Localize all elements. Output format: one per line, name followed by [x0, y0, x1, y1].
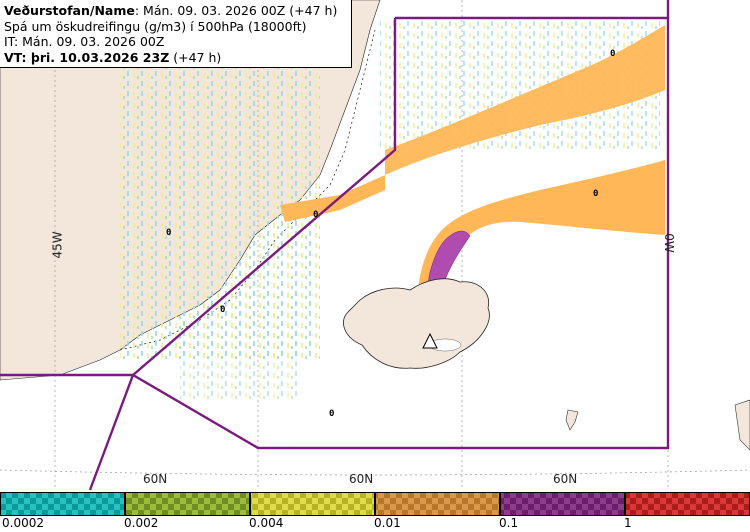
header-line-4: VT: þri. 10.03.2026 23Z (+47 h): [4, 49, 222, 65]
ash-plume-north-band: [385, 25, 665, 175]
header-line-2: Spá um öskudreifingu (g/m3) í 500hPa (18…: [4, 18, 307, 34]
legend-label: 1: [624, 516, 632, 530]
zero-marker: 0: [593, 189, 598, 199]
header-line-3: IT: Mán. 09. 03. 2026 00Z: [4, 34, 165, 49]
zero-marker: 0: [313, 210, 318, 220]
lat-label: 60N: [349, 472, 374, 486]
legend-swatch: [0, 492, 125, 516]
legend-label: 0.002: [124, 516, 159, 530]
faroe-islands: [565, 409, 579, 431]
ash-plume-east-band: [417, 160, 665, 330]
header-line-1: Veðurstofan/Name: Mán. 09. 03. 2026 00Z …: [4, 3, 338, 18]
zero-marker: 0: [329, 409, 334, 419]
zero-marker: 0: [610, 49, 615, 59]
legend-swatch: [500, 492, 625, 516]
legend-label: 0.1: [499, 516, 519, 530]
legend-labels: 0.0002 0.002 0.004 0.01 0.1 1: [0, 516, 750, 532]
greenland-coast-fringe: [119, 29, 376, 351]
lat-label: 60N: [143, 472, 168, 486]
lon-label-left: 45W: [50, 231, 65, 259]
legend-swatch: [125, 492, 250, 516]
legend-swatch: [625, 492, 750, 516]
legend-label: 0.01: [374, 516, 401, 530]
fir-boundary: [0, 0, 670, 491]
legend-swatch: [250, 492, 375, 516]
ash-plume-west-band: [280, 175, 385, 222]
concentration-legend: [0, 492, 750, 516]
norway-coast: [734, 399, 750, 451]
volcano-icon: [422, 332, 438, 349]
lat-label: 60N: [553, 472, 578, 486]
forecast-info-box: Veðurstofan/Name: Mán. 09. 03. 2026 00Z …: [0, 0, 352, 68]
lon-label-right: 0W: [661, 233, 676, 253]
ash-speckle-south: [180, 290, 300, 400]
legend-label: 0.0002: [2, 516, 44, 530]
zero-marker: 0: [220, 305, 225, 315]
legend-label: 0.004: [249, 516, 284, 530]
legend-swatch: [375, 492, 500, 516]
zero-marker: 0: [166, 228, 171, 238]
legend-swatches: [0, 492, 750, 516]
zero-markers: 0 0 0 0 0 0: [166, 49, 615, 419]
